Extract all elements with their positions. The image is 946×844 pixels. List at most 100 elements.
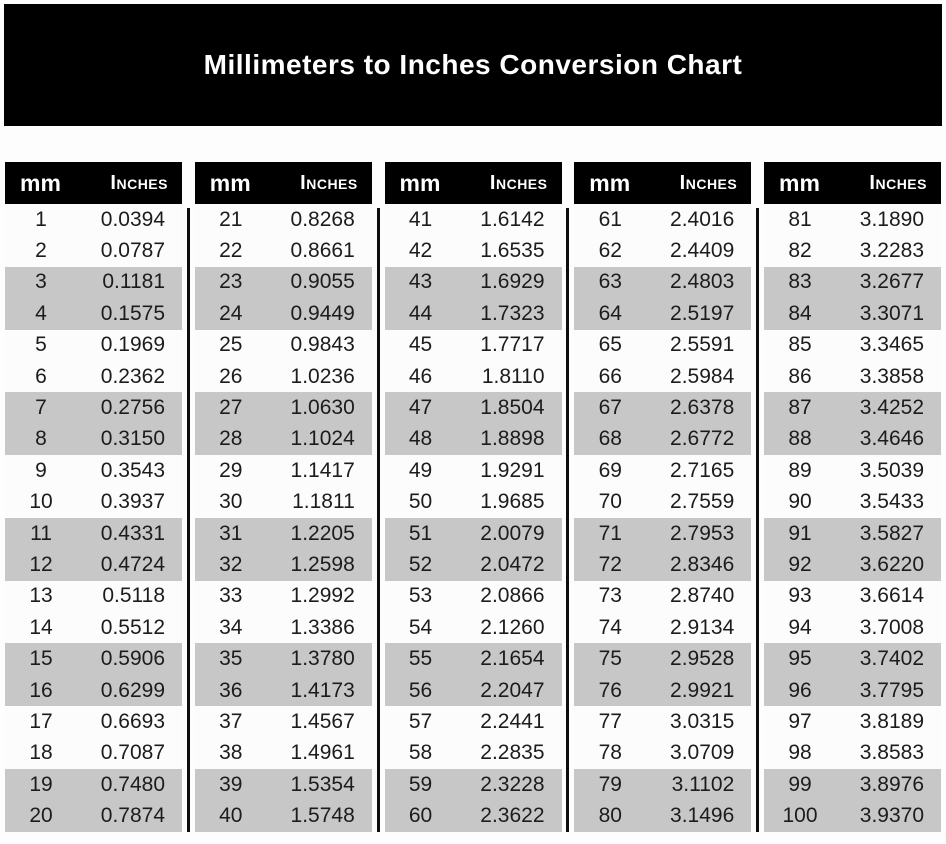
mm-cell: 72 [598, 552, 622, 576]
table-row: 93 3.6614 [764, 580, 941, 613]
inches-cell: 0.7480 [100, 772, 165, 796]
mm-cell: 24 [219, 301, 243, 325]
table-row: 19 0.7480 [5, 769, 182, 801]
mm-cell: 16 [29, 678, 53, 702]
table-row: 92 3.6220 [764, 549, 941, 581]
mm-cell: 93 [788, 584, 812, 608]
table-row: 57 2.2441 [384, 706, 562, 738]
mm-cell: 18 [29, 741, 53, 765]
mm-cell: 94 [788, 615, 812, 639]
mm-cell: 5 [35, 333, 47, 357]
table-row: 18 0.7087 [5, 737, 182, 770]
mm-cell: 60 [408, 804, 433, 828]
inches-cell: 2.6378 [670, 396, 735, 420]
inches-cell: 3.6220 [859, 552, 924, 576]
inches-cell: 0.5512 [100, 615, 165, 639]
table-row: 89 3.5039 [764, 455, 941, 487]
inches-cell: 0.1181 [102, 270, 165, 294]
inches-cell: 1.1811 [292, 490, 355, 514]
inches-cell: 3.9370 [859, 804, 924, 828]
inches-cell: 1.3780 [290, 647, 355, 671]
divider-line [186, 208, 190, 832]
inches-cell: 0.0394 [100, 207, 165, 231]
table-row: 83 3.2677 [764, 266, 941, 299]
column-group-3: mm Inches 41 1.6142 42 1.6535 43 1.6929 44 1.7323… [384, 162, 562, 832]
mm-cell: 33 [219, 584, 243, 608]
mm-cell: 98 [788, 741, 812, 765]
table-row: 65 2.5591 [574, 329, 752, 361]
inches-cell: 3.2283 [859, 239, 924, 263]
mm-cell: 37 [219, 709, 243, 733]
table-row: 27 1.0630 [194, 392, 372, 424]
table-row: 86 3.3858 [764, 360, 941, 393]
table-row: 38 1.4961 [194, 737, 372, 770]
column-divider [751, 162, 764, 832]
inches-cell: 2.6772 [670, 427, 735, 451]
mm-cell: 14 [29, 615, 53, 639]
inches-cell: 2.3622 [480, 804, 545, 828]
inches-cell: 1.0630 [290, 396, 355, 420]
table-row: 14 0.5512 [5, 612, 182, 644]
table-row: 12 0.4724 [5, 549, 182, 581]
inches-cell: 1.7323 [480, 301, 545, 325]
mm-cell: 13 [29, 584, 53, 608]
mm-cell: 1 [35, 207, 47, 231]
mm-cell: 82 [788, 239, 812, 263]
inches-cell: 2.5984 [670, 364, 735, 388]
table-row: 99 3.8976 [764, 769, 941, 801]
inches-cell: 3.5827 [859, 521, 924, 545]
mm-cell: 27 [219, 396, 243, 420]
table-row: 52 2.0472 [384, 549, 562, 581]
inches-cell: 2.2441 [480, 709, 545, 733]
inches-cell: 1.1024 [290, 427, 355, 451]
mm-cell: 15 [29, 647, 53, 671]
table-row: 53 2.0866 [384, 580, 562, 613]
table-row: 82 3.2283 [764, 235, 941, 267]
table-row: 55 2.1654 [384, 643, 562, 675]
inches-cell: 1.0236 [290, 364, 355, 388]
inches-cell: 3.3858 [859, 364, 924, 388]
mm-cell: 47 [408, 396, 433, 420]
mm-cell: 10 [29, 490, 53, 514]
table-row: 6 0.2362 [5, 360, 182, 393]
table-row: 32 1.2598 [194, 549, 372, 581]
mm-cell: 54 [408, 615, 433, 639]
table-row: 69 2.7165 [574, 455, 752, 487]
table-row: 13 0.5118 [5, 580, 182, 613]
inches-cell: 1.9291 [480, 458, 545, 482]
inches-cell: 0.9843 [290, 333, 355, 357]
mm-cell: 87 [788, 396, 812, 420]
table-row: 15 0.5906 [5, 643, 182, 675]
table-row: 25 0.9843 [194, 329, 372, 361]
table-row: 40 1.5748 [194, 800, 372, 832]
inches-cell: 3.4646 [859, 427, 924, 451]
table-row: 95 3.7402 [764, 643, 941, 675]
mm-cell: 22 [219, 239, 243, 263]
inches-cell: 0.6299 [100, 678, 165, 702]
mm-cell: 52 [408, 552, 433, 576]
table-row: 94 3.7008 [764, 612, 941, 644]
table-row: 70 2.7559 [574, 486, 752, 518]
mm-cell: 17 [29, 709, 53, 733]
table-row: 20 0.7874 [5, 800, 182, 832]
table-row: 66 2.5984 [574, 360, 752, 393]
table-row: 64 2.5197 [574, 298, 752, 330]
inches-cell: 2.3228 [480, 772, 545, 796]
inches-cell: 1.6535 [480, 239, 545, 263]
inches-cell: 2.9528 [670, 647, 735, 671]
mm-cell: 26 [219, 364, 243, 388]
mm-cell: 28 [219, 427, 243, 451]
table-row: 96 3.7795 [764, 674, 941, 707]
mm-cell: 84 [788, 301, 812, 325]
mm-cell: 91 [788, 521, 812, 545]
table-row: 31 1.2205 [194, 517, 372, 550]
inches-cell: 1.4961 [290, 741, 355, 765]
table-row: 44 1.7323 [384, 298, 562, 330]
inches-header-label: Inches [300, 171, 358, 194]
mm-cell: 48 [408, 427, 433, 451]
inches-cell: 3.8583 [859, 741, 924, 765]
inches-cell: 2.9134 [670, 615, 735, 639]
inches-cell: 0.9055 [290, 270, 355, 294]
mm-cell: 39 [219, 772, 243, 796]
